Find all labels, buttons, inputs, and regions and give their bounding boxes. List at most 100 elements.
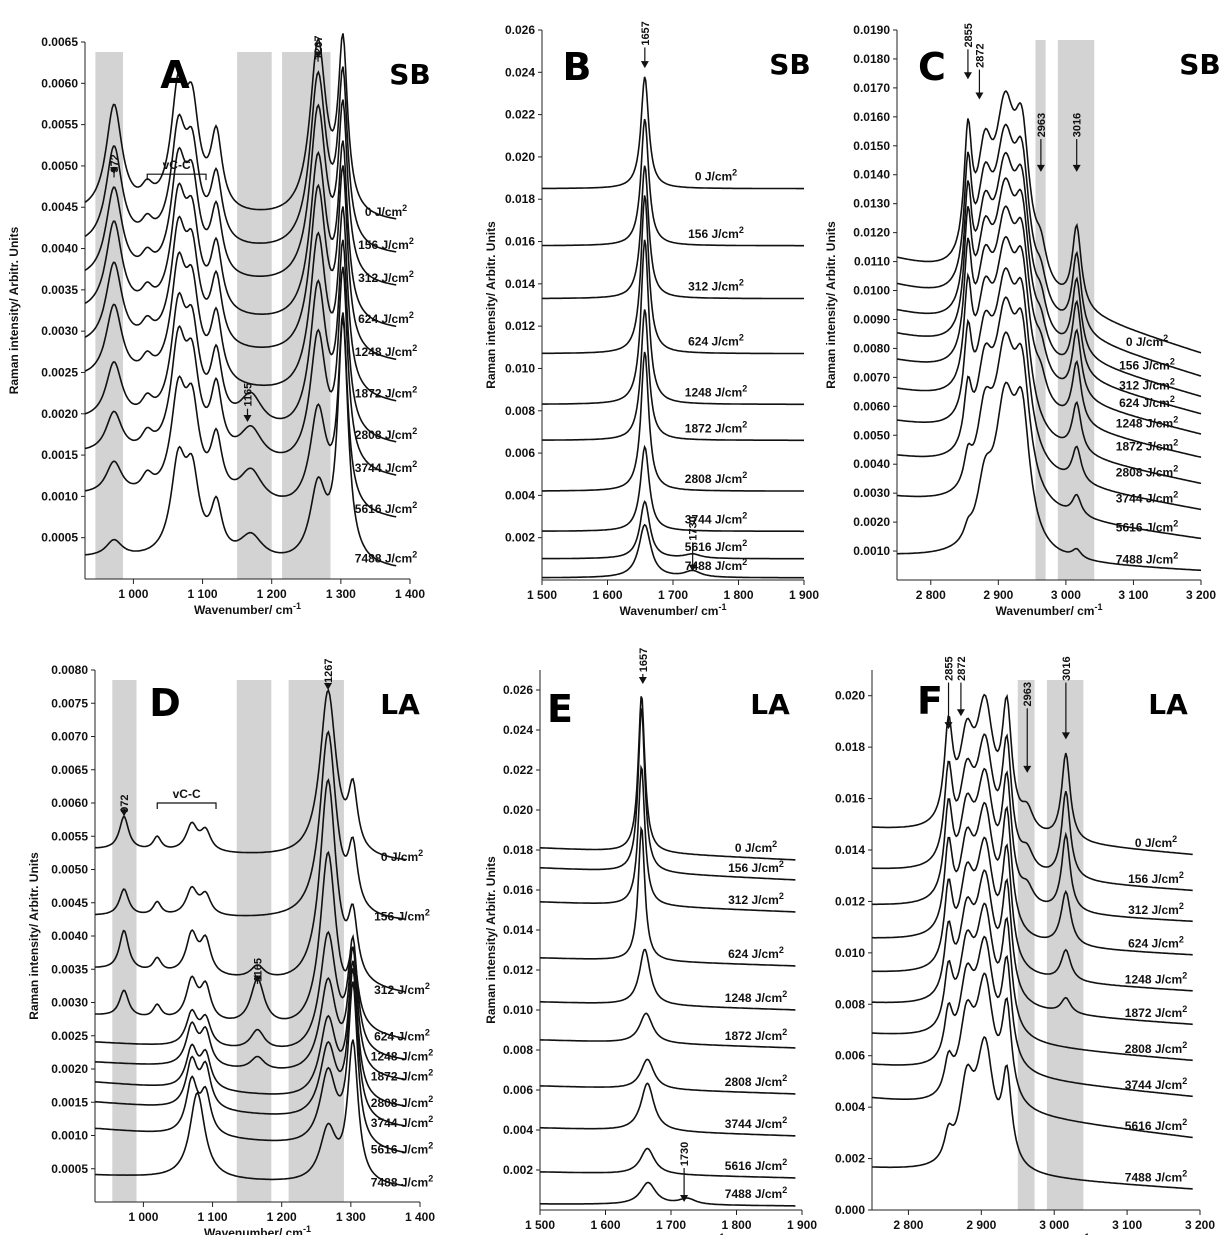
annotation-label: 1730 [688, 516, 700, 540]
y-tick-label: 0.0035 [51, 962, 88, 976]
series-label: 5616 J/cm2 [355, 500, 417, 516]
annotation-label: 1657 [638, 648, 650, 672]
spectrum-line [872, 693, 1193, 856]
spectrum-line [896, 90, 1202, 354]
y-tick-label: 0.0040 [41, 242, 78, 256]
series-label: 5616 J/cm2 [1125, 1117, 1187, 1133]
y-tick-label: 0.0190 [853, 23, 890, 37]
spectrum-line [539, 1147, 796, 1179]
annotation-arrow-head [1023, 765, 1032, 773]
y-tick-label: 0.0050 [853, 428, 890, 442]
spectrum-line [84, 266, 397, 476]
y-tick-label: 0.0015 [51, 1095, 88, 1109]
spectrum-line [896, 331, 1202, 540]
x-tick-label: 1 000 [118, 587, 148, 601]
y-tick-label: 0.0160 [853, 110, 890, 124]
series-label: 0 J/cm2 [1135, 834, 1177, 850]
y-tick-label: 0.022 [505, 108, 535, 122]
series-label: 312 J/cm2 [358, 269, 414, 285]
x-tick-label: 3 100 [1112, 1218, 1142, 1232]
x-axis-title: Wavenumber/ cm-1 [983, 1232, 1090, 1235]
x-axis-title: Wavenumber/ cm-1 [204, 1224, 311, 1235]
y-tick-label: 0.0020 [41, 407, 78, 421]
x-tick-label: 1 200 [257, 587, 287, 601]
annotation-label: 1730 [679, 1142, 691, 1166]
y-tick-label: 0.0010 [51, 1129, 88, 1143]
y-tick-label: 0.0035 [41, 283, 78, 297]
series-label: 624 J/cm2 [374, 1027, 430, 1043]
series-label: 7488 J/cm2 [1116, 550, 1178, 566]
x-axis-title: Wavenumber/ cm-1 [194, 601, 301, 617]
annotation-label: 1267 [323, 658, 335, 682]
annotation-arrow-head [110, 167, 119, 175]
spectrum-line [872, 869, 1193, 1026]
annotation-label: 2963 [1036, 113, 1048, 137]
spectrum-line [542, 118, 804, 247]
x-tick-label: 3 200 [1186, 588, 1216, 602]
annotation-arrow-head [680, 1195, 689, 1202]
annotation-label: 3016 [1061, 656, 1073, 680]
x-tick-label: 1 600 [592, 588, 622, 602]
series-label: 624 J/cm2 [1128, 934, 1184, 950]
panel-letter: B [563, 45, 592, 89]
series-label: 312 J/cm2 [1128, 901, 1184, 917]
series-label: 2808 J/cm2 [371, 1094, 433, 1110]
series-label: 156 J/cm2 [358, 236, 414, 252]
y-axis-title: Raman intensity/ Arbitr. Units [7, 226, 21, 394]
annotation-label: 1165 [243, 383, 255, 407]
x-axis-title: Wavenumber/ cm-1 [620, 602, 727, 618]
y-tick-label: 0.0030 [51, 996, 88, 1010]
spectrum-line [84, 318, 397, 567]
spectrum-line [542, 500, 804, 560]
spectrum-line [896, 205, 1202, 435]
x-tick-label: 3 000 [1039, 1218, 1069, 1232]
panel-letter: F [917, 679, 943, 723]
series-label: 2808 J/cm2 [355, 426, 417, 442]
spectrum-line [896, 123, 1202, 377]
series-label: 2808 J/cm2 [1125, 1040, 1187, 1056]
spectrum-line [872, 733, 1193, 892]
series-label: 5616 J/cm2 [685, 538, 747, 554]
group-bracket [156, 802, 217, 809]
annotation-label: 2872 [974, 43, 986, 67]
series-label: 0 J/cm2 [381, 848, 423, 864]
y-tick-label: 0.020 [835, 689, 865, 703]
panel-c: 0.0010 0.0020 0.0030 0.0040 0.0050 0.0060 0.00… [815, 0, 1221, 618]
spectrum-line [84, 239, 397, 443]
spectrum-line [542, 523, 804, 579]
shaded-band [112, 680, 137, 1202]
annotation-label: 972 [119, 795, 131, 813]
x-tick-label: 1 200 [267, 1210, 297, 1224]
x-tick-label: 3 100 [1118, 588, 1148, 602]
series-label: 7488 J/cm2 [685, 557, 747, 573]
series-label: 1248 J/cm2 [371, 1047, 433, 1063]
y-tick-label: 0.000 [835, 1203, 865, 1217]
panel-e: 0.002 0.004 0.006 0.008 0.010 0.012 0.014 0.016… [480, 642, 820, 1235]
spectrum-line [872, 902, 1193, 1062]
x-tick-label: 1 700 [658, 588, 688, 602]
x-tick-label: 1 500 [525, 1218, 555, 1232]
annotation-label: 1267 [313, 35, 325, 59]
spectrum-line [896, 176, 1202, 415]
y-tick-label: 0.0180 [853, 52, 890, 66]
y-axis-title: Raman intensity/ Arbitr. Units [824, 221, 838, 389]
series-label: 2808 J/cm2 [685, 470, 747, 486]
panel-d: 0.0005 0.0010 0.0015 0.0020 0.0025 0.0030 0.00… [0, 642, 440, 1235]
x-tick-label: 1 300 [336, 1210, 366, 1224]
spectrum-line [94, 946, 407, 1081]
x-tick-label: 1 900 [787, 1218, 817, 1232]
y-tick-label: 0.0025 [41, 365, 78, 379]
group-label: vC-C [163, 158, 191, 172]
x-tick-label: 2 800 [916, 588, 946, 602]
spectrum-line [84, 165, 397, 361]
annotation-label: 2872 [956, 656, 968, 680]
spectrum-line [542, 165, 804, 300]
annotation-arrow-head [963, 72, 972, 80]
y-tick-label: 0.0020 [853, 515, 890, 529]
series-label: 1248 J/cm2 [1116, 414, 1178, 430]
panel-letter: D [149, 681, 181, 725]
chart-e-svg: 0.002 0.004 0.006 0.008 0.010 0.012 0.014 0.016… [484, 648, 817, 1235]
spectrum-line [539, 1012, 796, 1049]
panel-letter: C [918, 45, 946, 89]
annotation-arrow-head [253, 975, 262, 983]
